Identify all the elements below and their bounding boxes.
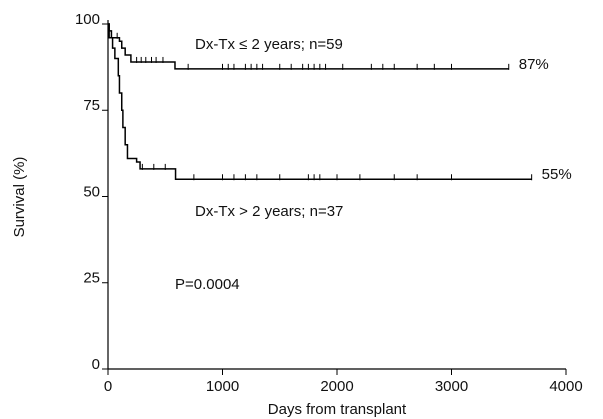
annotation: P=0.0004 bbox=[175, 276, 240, 293]
y-tick-label: 50 bbox=[83, 183, 100, 200]
y-tick-label: 100 bbox=[75, 11, 100, 28]
series-label: Dx-Tx ≤ 2 years; n=59 bbox=[195, 36, 343, 53]
series-label: Dx-Tx > 2 years; n=37 bbox=[195, 203, 343, 220]
survival-curve bbox=[108, 23, 532, 180]
x-axis-label: Days from transplant bbox=[268, 401, 407, 418]
y-axis-label: Survival (%) bbox=[11, 157, 28, 238]
y-tick-label: 25 bbox=[83, 270, 100, 287]
y-tick-label: 75 bbox=[83, 97, 100, 114]
end-label: 55% bbox=[542, 166, 572, 183]
y-tick-label: 0 bbox=[92, 356, 100, 373]
survival-curve bbox=[108, 23, 509, 70]
x-tick-label: 2000 bbox=[320, 378, 353, 395]
x-tick-label: 1000 bbox=[206, 378, 239, 395]
x-tick-label: 3000 bbox=[435, 378, 468, 395]
x-tick-label: 0 bbox=[104, 378, 112, 395]
end-label: 87% bbox=[519, 56, 549, 73]
x-tick-label: 4000 bbox=[549, 378, 582, 395]
